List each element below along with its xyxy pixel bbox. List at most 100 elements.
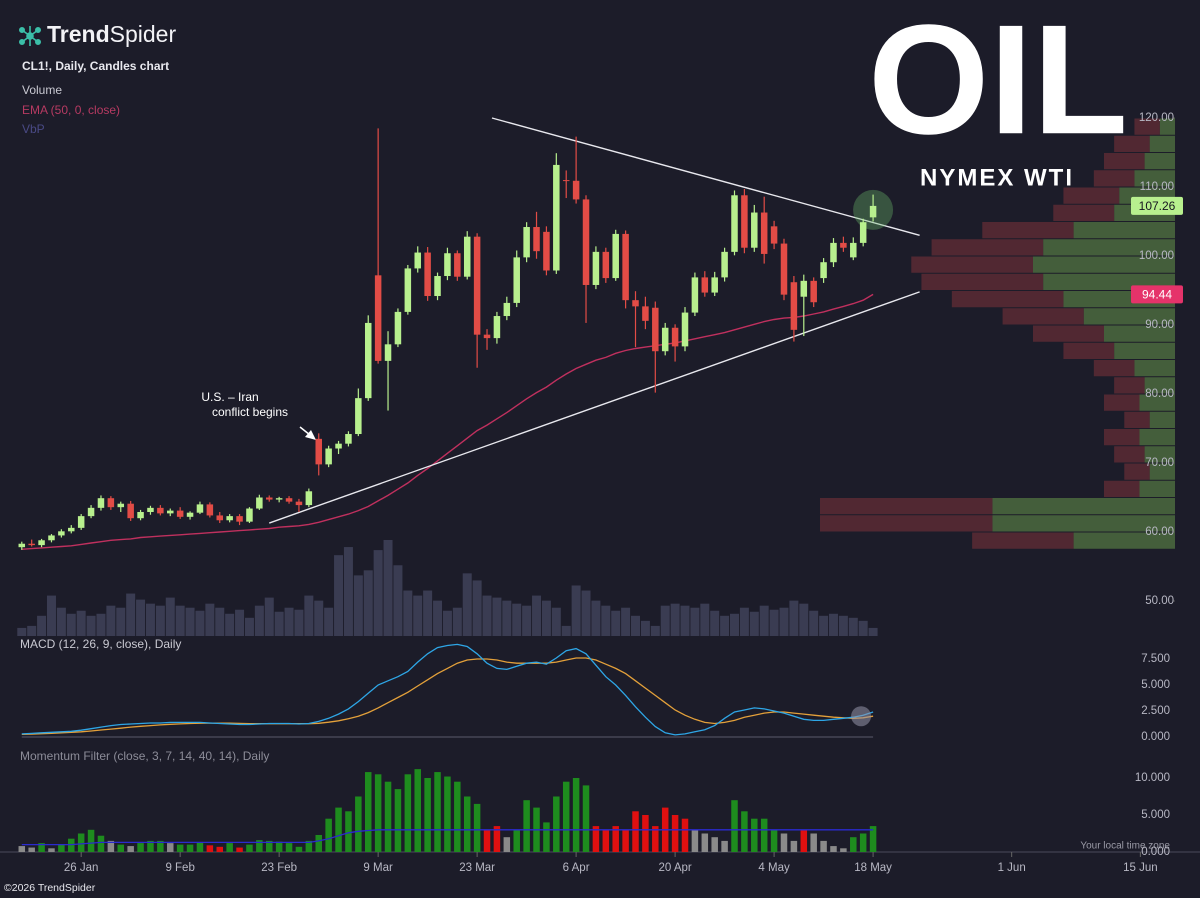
legend-ema: EMA (50, 0, close) — [22, 103, 120, 117]
x-tick-label: 4 May — [758, 862, 790, 874]
candle-body — [374, 275, 382, 361]
momentum-bar — [602, 829, 610, 852]
vbp-down — [1124, 463, 1150, 480]
trendline — [491, 117, 920, 236]
candle-body — [562, 180, 570, 182]
momentum-title: Momentum Filter (close, 3, 7, 14, 40, 14… — [20, 749, 269, 763]
macd-tick-label: 0.000 — [1141, 731, 1170, 743]
volume-bar — [621, 607, 631, 636]
y-tick-label: 60.00 — [1145, 526, 1174, 538]
momentum-bar — [38, 843, 45, 852]
momentum-bar — [493, 826, 501, 852]
volume-bar — [294, 609, 304, 636]
candle-body — [404, 268, 412, 312]
vbp-up — [1134, 360, 1175, 377]
volume-bar — [334, 555, 344, 636]
momentum-bar — [869, 826, 877, 852]
momentum-bar — [820, 840, 827, 852]
volume-bar — [155, 605, 165, 636]
volume-bar — [512, 603, 522, 636]
vbp-down — [1104, 480, 1140, 497]
momentum-bar — [77, 833, 85, 852]
x-tick-label: 1 Jun — [998, 862, 1026, 874]
momentum-bar — [374, 774, 382, 852]
x-tick-label: 20 Apr — [658, 862, 691, 874]
candle-body — [859, 222, 867, 243]
volume-bar — [27, 625, 37, 636]
volume-bar — [66, 613, 76, 636]
vbp-up — [1033, 256, 1175, 273]
volume-bar — [710, 610, 720, 636]
volume-bar — [828, 613, 838, 636]
volume-bar — [205, 603, 215, 636]
vbp-down — [820, 515, 993, 532]
vbp-up — [1073, 222, 1175, 239]
volume-bar — [472, 580, 482, 636]
candle-body — [473, 236, 481, 335]
volume-bar — [541, 600, 551, 636]
candle-body — [830, 242, 837, 263]
volume-bar — [304, 595, 314, 636]
candle-body — [523, 227, 530, 258]
candle-body — [503, 302, 511, 317]
vbp-up — [992, 498, 1175, 515]
candle-body — [553, 164, 560, 271]
vbp-down — [1002, 308, 1084, 325]
vbp-up — [1149, 411, 1175, 428]
brand-bold: Trend — [47, 21, 110, 47]
vbp-down — [982, 222, 1074, 239]
legend-vbp: VbP — [22, 122, 45, 136]
volume-bar — [383, 540, 393, 636]
candle-body — [642, 306, 649, 321]
vbp-down — [1104, 153, 1145, 170]
candle-body — [751, 212, 758, 248]
candle-body — [770, 226, 778, 244]
volume-bar — [393, 565, 403, 636]
momentum-bar — [355, 796, 362, 852]
volume-bar — [46, 595, 56, 636]
volume-bar — [769, 609, 779, 636]
momentum-bar — [671, 815, 679, 852]
momentum-bar — [315, 834, 322, 852]
candle-body — [622, 233, 629, 301]
volume-bar — [195, 610, 205, 636]
candle-body — [483, 334, 491, 339]
candle-body — [206, 504, 214, 516]
momentum-bar — [167, 843, 174, 852]
vbp-down — [1114, 446, 1145, 463]
candle-body — [236, 516, 243, 522]
macd-tick-label: 5.000 — [1141, 679, 1170, 691]
x-tick-label: 6 Apr — [563, 862, 590, 874]
momentum-bar — [503, 837, 511, 852]
brand-name: TrendSpider — [47, 21, 176, 47]
vbp-down — [1104, 394, 1140, 411]
vbp-down — [1104, 429, 1140, 446]
copyright: ©2026 TrendSpider — [4, 882, 96, 894]
annotation-line: conflict begins — [212, 405, 288, 419]
momentum-bar — [731, 800, 738, 852]
volume-bar — [314, 600, 324, 636]
candle-body — [632, 300, 639, 307]
macd-line — [21, 643, 874, 736]
vbp-down — [1134, 118, 1160, 135]
candle-body — [869, 205, 877, 218]
momentum-bar — [444, 776, 451, 852]
vbp-down — [1093, 360, 1135, 377]
volume-bar — [175, 605, 185, 636]
momentum-bar — [305, 840, 313, 852]
vbp-up — [992, 515, 1175, 532]
candle-body — [246, 508, 253, 522]
candle-body — [256, 497, 263, 509]
x-tick-label: 9 Feb — [165, 862, 194, 874]
candle-body — [137, 511, 144, 519]
y-tick-label: 70.00 — [1145, 457, 1174, 469]
candle-body — [216, 515, 224, 521]
vbp-up — [1134, 170, 1175, 187]
vbp-down — [1124, 411, 1150, 428]
momentum-bar — [850, 837, 857, 852]
momentum-bar — [196, 842, 204, 852]
momentum-bar — [463, 796, 471, 852]
candle-body — [612, 233, 619, 279]
volume-bar — [86, 615, 96, 636]
volume-bar — [244, 617, 254, 636]
